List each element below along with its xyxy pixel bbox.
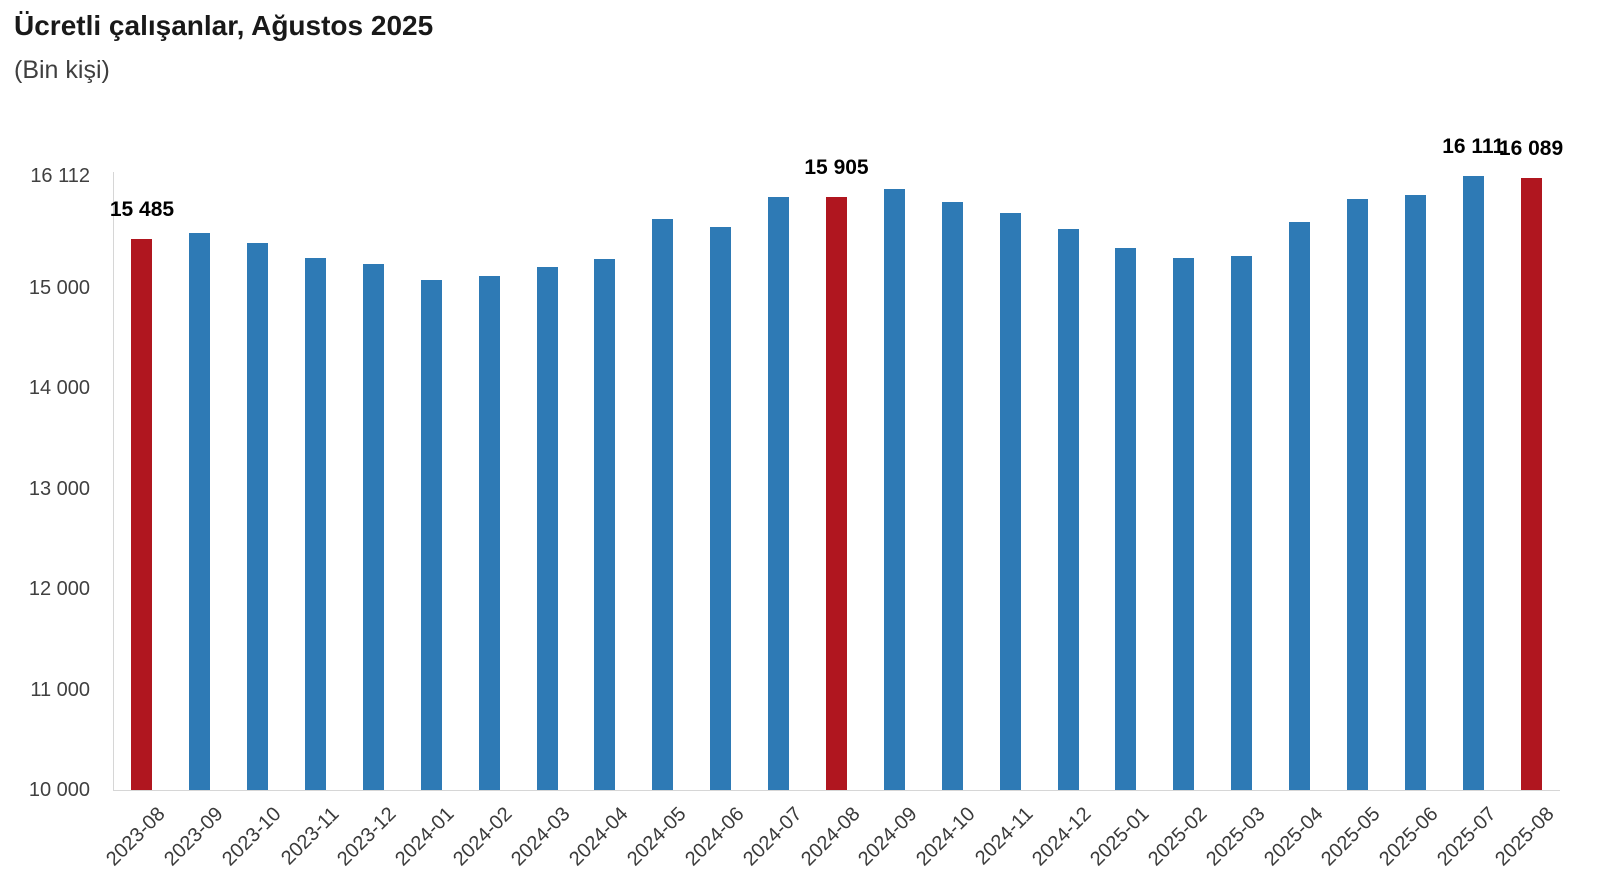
bar-2023-10	[247, 243, 269, 790]
y-axis-tick-label: 10 000	[28, 779, 90, 801]
bar-2023-11	[305, 257, 327, 790]
bar-2024-11	[999, 213, 1021, 790]
bar-2025-07	[1462, 176, 1484, 790]
bar-2023-12	[362, 263, 384, 790]
bar-2024-07	[768, 197, 790, 790]
page-title: Ücretli çalışanlar, Ağustos 2025	[14, 10, 434, 41]
bar-2024-01	[420, 280, 442, 790]
bar-2024-06	[710, 227, 732, 790]
bar-2025-01	[1115, 247, 1137, 790]
bar-2023-08	[131, 238, 153, 790]
bar-2024-04	[594, 259, 616, 790]
y-axis-tick-label: 15 000	[28, 276, 90, 299]
bar-value-label-2025-07: 16 111	[1442, 135, 1505, 159]
y-axis-tick-label: 14 000	[28, 377, 90, 400]
bar-2024-08	[826, 196, 847, 790]
bar-2023-09	[189, 232, 211, 790]
bar-2024-05	[652, 218, 674, 790]
bar-2025-03	[1231, 256, 1253, 790]
page-subtitle: (Bin kişi)	[14, 56, 110, 84]
bar-value-label-2025-08: 16 089	[1498, 137, 1564, 161]
bar-2025-08	[1520, 178, 1542, 790]
bar-value-label-2024-08: 15 905	[804, 155, 869, 179]
x-axis-line	[113, 790, 1560, 791]
bar-2025-05	[1346, 199, 1368, 790]
bar-2024-09	[883, 189, 905, 790]
bar-2025-04	[1289, 221, 1311, 790]
bar-2025-02	[1173, 258, 1195, 790]
bar-2024-03	[536, 266, 558, 790]
bar-2024-10	[941, 202, 963, 790]
bar-2025-06	[1404, 194, 1426, 790]
y-axis-tick-label: 16 112	[30, 165, 90, 187]
bar-2024-12	[1057, 229, 1079, 790]
bar-value-label-2023-08: 15 485	[109, 197, 175, 221]
y-axis-tick-label: 12 000	[28, 578, 90, 601]
y-axis-line	[113, 172, 114, 790]
y-axis-tick-label: 13 000	[28, 477, 90, 500]
bar-2024-02	[478, 275, 500, 790]
y-axis-tick-label: 11 000	[30, 678, 90, 701]
